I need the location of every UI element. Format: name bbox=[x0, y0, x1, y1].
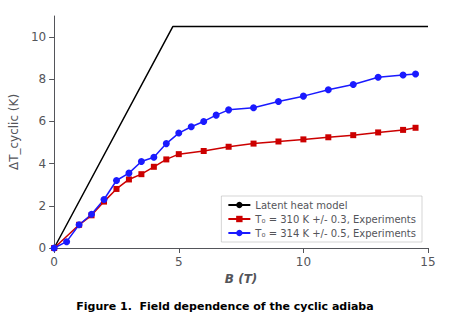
svg-text:Figure 1. Field dependence of: Figure 1. Field dependence of the cyclic… bbox=[76, 300, 373, 313]
svg-text:4: 4 bbox=[39, 157, 47, 171]
svg-text:10: 10 bbox=[296, 255, 311, 269]
svg-text:ΔT_cyclic (K): ΔT_cyclic (K) bbox=[7, 94, 21, 170]
svg-text:2: 2 bbox=[39, 199, 47, 213]
svg-text:0: 0 bbox=[39, 241, 47, 255]
svg-text:T₀ = 314 K +/- 0.5, Experiment: T₀ = 314 K +/- 0.5, Experiments bbox=[254, 228, 416, 239]
svg-text:T₀ = 310 K +/- 0.3, Experiment: T₀ = 310 K +/- 0.3, Experiments bbox=[254, 214, 416, 225]
svg-text:6: 6 bbox=[39, 114, 47, 128]
svg-text:10: 10 bbox=[31, 30, 46, 44]
svg-text:8: 8 bbox=[39, 72, 47, 86]
svg-text:0: 0 bbox=[50, 255, 58, 269]
svg-text:Latent heat model: Latent heat model bbox=[255, 200, 347, 211]
svg-text:15: 15 bbox=[420, 255, 435, 269]
svg-text:B (T): B (T) bbox=[225, 272, 257, 286]
svg-text:5: 5 bbox=[175, 255, 183, 269]
